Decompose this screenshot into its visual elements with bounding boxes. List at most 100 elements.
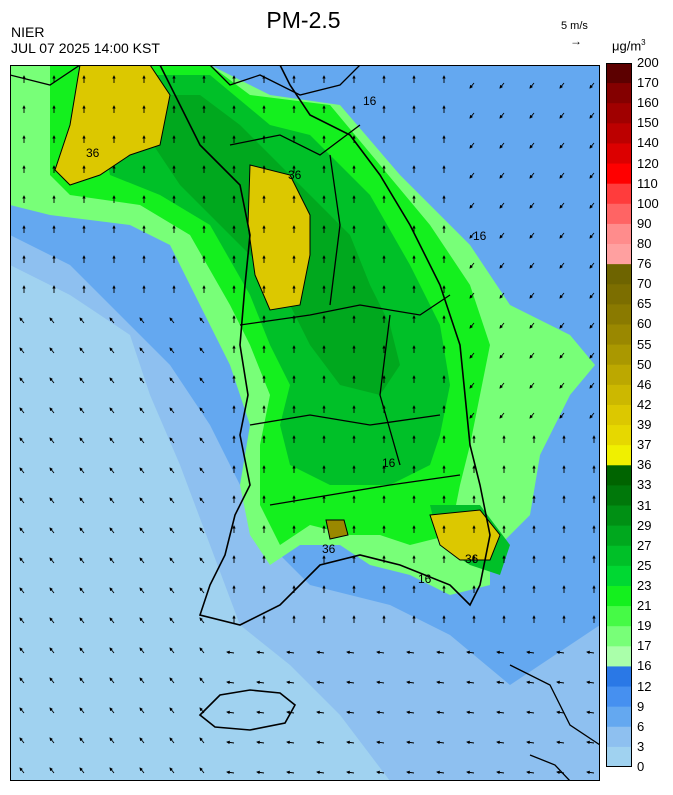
wind-arrow (199, 677, 205, 684)
legend-swatch (606, 264, 632, 285)
legend-label: 200 (637, 55, 659, 70)
wind-arrow (199, 497, 205, 504)
wind-arrow (109, 527, 115, 534)
wind-arrow (139, 557, 145, 564)
wind-arrow (256, 650, 265, 655)
wind-arrow (589, 82, 595, 89)
wind-arrow (346, 770, 355, 775)
wind-arrow (469, 352, 475, 359)
wind-arrow (589, 322, 595, 329)
wind-arrow (79, 737, 85, 744)
wind-arrow (346, 680, 355, 685)
legend-label: 46 (637, 376, 652, 392)
wind-arrow (199, 587, 205, 594)
wind-arrow (346, 740, 355, 745)
high-pm-zone-south (429, 509, 501, 561)
wind-arrow (169, 587, 175, 594)
wind-arrow (49, 677, 55, 684)
wind-arrow (79, 587, 85, 594)
wind-arrow (529, 112, 535, 119)
wind-arrow (559, 322, 565, 329)
legend-label: 16 (637, 658, 652, 674)
wind-arrow (559, 112, 565, 119)
wind-arrow (199, 407, 205, 414)
wind-arrow (19, 557, 25, 564)
wind-arrow (586, 740, 595, 745)
wind-arrow (469, 262, 475, 269)
wind-arrow (469, 232, 475, 239)
wind-arrow (49, 467, 55, 474)
wind-arrow (49, 317, 55, 324)
legend-swatch (606, 284, 632, 305)
color-legend (606, 63, 632, 767)
wind-arrow (526, 710, 535, 715)
wind-arrow (139, 527, 145, 534)
wind-arrow (19, 317, 25, 324)
wind-arrow (109, 647, 115, 654)
wind-arrow (109, 467, 115, 474)
wind-arrow (589, 292, 595, 299)
wind-arrow (436, 650, 445, 655)
wind-arrow (556, 770, 565, 775)
wind-arrow (589, 412, 595, 419)
wind-arrow (556, 680, 565, 685)
wind-arrow (19, 767, 25, 774)
wind-arrow (529, 352, 535, 359)
wind-arrow (226, 650, 235, 655)
wind-arrow (436, 770, 445, 775)
japan-islands (509, 664, 600, 781)
legend-label: 160 (637, 95, 659, 111)
wind-arrow (256, 770, 265, 775)
wind-arrow (286, 680, 295, 685)
wind-arrow (346, 710, 355, 715)
wind-arrow (529, 382, 535, 389)
wind-arrow (169, 437, 175, 444)
legend-swatch (606, 203, 632, 225)
wind-arrow (466, 650, 475, 655)
wind-arrow (79, 677, 85, 684)
legend-swatch (606, 726, 632, 748)
wind-arrow (19, 707, 25, 714)
wind-arrow (469, 82, 475, 89)
wind-arrow (49, 557, 55, 564)
wind-arrow (109, 677, 115, 684)
province-boundaries (229, 124, 461, 506)
wind-arrow (529, 412, 535, 419)
wind-arrow (109, 707, 115, 714)
wind-arrow (199, 707, 205, 714)
wind-arrow (139, 737, 145, 744)
wind-arrow (139, 677, 145, 684)
wind-arrow (169, 617, 175, 624)
wind-arrow (199, 437, 205, 444)
legend-swatch (606, 244, 632, 265)
legend-border (606, 63, 632, 767)
legend-swatch (606, 123, 632, 144)
wind-arrow (499, 352, 505, 359)
wind-arrow (469, 202, 475, 209)
wind-arrow (49, 407, 55, 414)
wind-arrow (556, 740, 565, 745)
wind-arrow (286, 740, 295, 745)
wind-arrow (199, 737, 205, 744)
wind-arrow (226, 740, 235, 745)
wind-arrow (406, 770, 415, 775)
wind-arrow (589, 172, 595, 179)
legend-label: 39 (637, 417, 652, 433)
wind-arrow (286, 770, 295, 775)
wind-arrow (589, 352, 595, 359)
pm25-map: 36 36 36 16 16 16 16 36 (10, 65, 600, 781)
wind-arrow (559, 352, 565, 359)
wind-arrow (79, 437, 85, 444)
coastline (159, 65, 491, 626)
wind-arrow (79, 317, 85, 324)
high-pm-zone-west (247, 164, 311, 311)
legend-label: 55 (637, 336, 652, 352)
wind-arrow (19, 407, 25, 414)
legend-label: 70 (637, 276, 652, 292)
legend-swatch (606, 485, 632, 507)
wind-arrow (499, 322, 505, 329)
legend-swatch (606, 384, 632, 406)
wind-arrow (556, 710, 565, 715)
wind-arrow (346, 650, 355, 655)
wind-arrow (586, 650, 595, 655)
